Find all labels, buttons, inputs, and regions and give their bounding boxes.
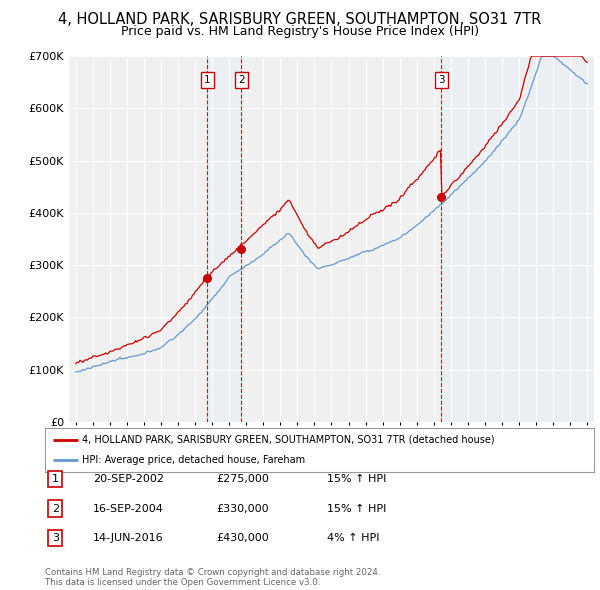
Text: 3: 3 — [438, 75, 445, 85]
Text: 3: 3 — [52, 533, 59, 543]
Text: 1: 1 — [52, 474, 59, 484]
Bar — [208, 56, 241, 422]
Text: 2: 2 — [238, 75, 245, 85]
Text: 20-SEP-2002: 20-SEP-2002 — [93, 474, 164, 484]
Text: 15% ↑ HPI: 15% ↑ HPI — [327, 504, 386, 513]
Text: 4, HOLLAND PARK, SARISBURY GREEN, SOUTHAMPTON, SO31 7TR: 4, HOLLAND PARK, SARISBURY GREEN, SOUTHA… — [58, 12, 542, 27]
Text: Contains HM Land Registry data © Crown copyright and database right 2024.
This d: Contains HM Land Registry data © Crown c… — [45, 568, 380, 587]
Text: 4% ↑ HPI: 4% ↑ HPI — [327, 533, 380, 543]
Text: 4, HOLLAND PARK, SARISBURY GREEN, SOUTHAMPTON, SO31 7TR (detached house): 4, HOLLAND PARK, SARISBURY GREEN, SOUTHA… — [82, 435, 495, 445]
Text: £275,000: £275,000 — [216, 474, 269, 484]
Text: 1: 1 — [204, 75, 211, 85]
Text: £430,000: £430,000 — [216, 533, 269, 543]
Bar — [442, 56, 594, 422]
Text: 15% ↑ HPI: 15% ↑ HPI — [327, 474, 386, 484]
Text: 16-SEP-2004: 16-SEP-2004 — [93, 504, 164, 513]
Text: £330,000: £330,000 — [216, 504, 269, 513]
Text: 2: 2 — [52, 504, 59, 513]
Text: HPI: Average price, detached house, Fareham: HPI: Average price, detached house, Fare… — [82, 455, 305, 465]
Text: Price paid vs. HM Land Registry's House Price Index (HPI): Price paid vs. HM Land Registry's House … — [121, 25, 479, 38]
Text: 14-JUN-2016: 14-JUN-2016 — [93, 533, 164, 543]
